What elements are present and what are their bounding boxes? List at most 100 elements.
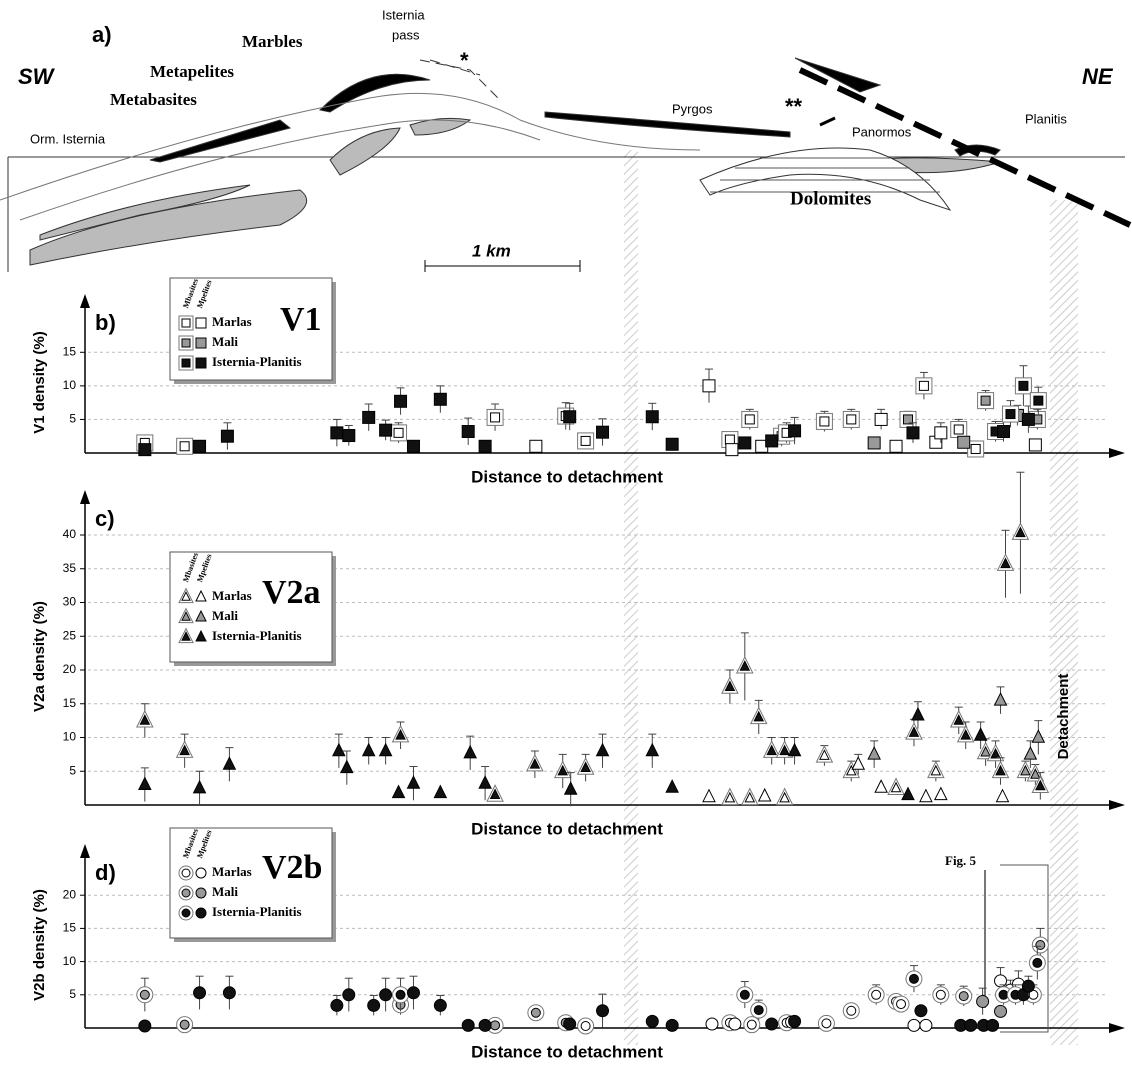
legend-symbol	[195, 867, 207, 879]
point	[139, 989, 150, 1000]
hatch-band	[624, 150, 638, 1045]
star: **	[785, 94, 803, 119]
point	[395, 989, 406, 1000]
point	[665, 1018, 679, 1032]
point	[645, 1014, 659, 1028]
point	[461, 425, 475, 439]
point	[896, 999, 907, 1010]
point	[934, 426, 948, 440]
rock-label: Dolomites	[790, 188, 871, 209]
point	[395, 728, 406, 740]
axis-arrow	[80, 294, 90, 308]
point	[1028, 438, 1042, 452]
point	[342, 988, 356, 1002]
point	[958, 991, 969, 1002]
legend-symbol	[195, 907, 207, 919]
point	[738, 436, 752, 450]
x-axis-label: Distance to detachment	[471, 819, 663, 838]
point	[138, 443, 152, 457]
y-tick-label: 40	[63, 527, 77, 541]
ne-label: NE	[1082, 64, 1114, 89]
point	[953, 714, 965, 725]
y-tick-label: 10	[63, 954, 77, 968]
axis-arrow	[1109, 800, 1125, 810]
rock-label: Metapelites	[150, 62, 234, 81]
y-tick-label: 15	[63, 696, 77, 710]
point	[724, 680, 736, 691]
point	[478, 775, 492, 789]
point	[563, 781, 578, 795]
hatch-band	[1050, 200, 1078, 1045]
point	[821, 1018, 832, 1029]
legend-label: Mali	[212, 884, 238, 899]
point	[1023, 746, 1038, 760]
point	[1000, 557, 1011, 569]
legend-box	[169, 551, 333, 663]
point	[563, 1017, 577, 1031]
point	[851, 756, 866, 770]
point	[391, 784, 406, 799]
point	[1032, 957, 1043, 968]
point	[1005, 409, 1016, 420]
point	[930, 764, 942, 776]
point	[757, 787, 772, 802]
point	[139, 714, 151, 725]
y-tick-label: 20	[63, 887, 77, 901]
legend-symbol	[181, 888, 191, 898]
point	[1035, 779, 1046, 791]
x-axis-label: Distance to detachment	[471, 467, 663, 486]
point	[529, 439, 543, 453]
y-tick-label: 5	[69, 763, 76, 777]
annotation: Detachment	[1055, 674, 1072, 760]
point	[911, 706, 925, 721]
point	[973, 727, 988, 741]
y-tick-label: 25	[63, 628, 77, 642]
point	[960, 728, 972, 740]
point	[779, 744, 790, 756]
point	[918, 380, 929, 391]
point	[845, 764, 857, 776]
point	[489, 788, 501, 799]
point	[746, 1019, 757, 1030]
point	[1021, 412, 1035, 426]
point	[908, 973, 919, 984]
legend-label: Isternia-Planitis	[212, 354, 302, 369]
legend-label: Isternia-Planitis	[212, 904, 302, 919]
point	[744, 414, 755, 425]
point	[934, 786, 948, 801]
legend-symbol	[181, 318, 191, 328]
place-label: Isternia	[382, 7, 425, 22]
legend-label: Mali	[212, 334, 238, 349]
legend-title: V1	[280, 301, 322, 338]
point	[138, 776, 152, 791]
legend-title: V2a	[262, 574, 321, 611]
point	[890, 781, 902, 793]
point	[725, 443, 739, 457]
legend-symbol	[181, 338, 191, 348]
point	[580, 435, 591, 446]
y-tick-label: 35	[63, 561, 77, 575]
place-label: Panormos	[852, 124, 912, 139]
point	[1021, 979, 1035, 993]
point	[728, 1017, 742, 1031]
point	[406, 775, 421, 789]
point	[342, 429, 356, 443]
place-label: Planitis	[1025, 111, 1067, 126]
point	[367, 998, 381, 1012]
legend-symbol	[195, 357, 207, 369]
point	[330, 998, 344, 1012]
point	[580, 761, 591, 772]
point	[990, 747, 1001, 759]
legend-symbol	[181, 631, 191, 641]
point	[332, 742, 346, 757]
legend-symbol	[181, 358, 191, 368]
legend-symbol	[195, 609, 207, 622]
point	[596, 425, 610, 439]
point	[788, 424, 802, 438]
point	[889, 439, 903, 453]
y-tick-label: 15	[63, 344, 77, 358]
legend-label: Isternia-Planitis	[212, 628, 302, 643]
point	[433, 784, 448, 799]
point	[919, 788, 933, 803]
